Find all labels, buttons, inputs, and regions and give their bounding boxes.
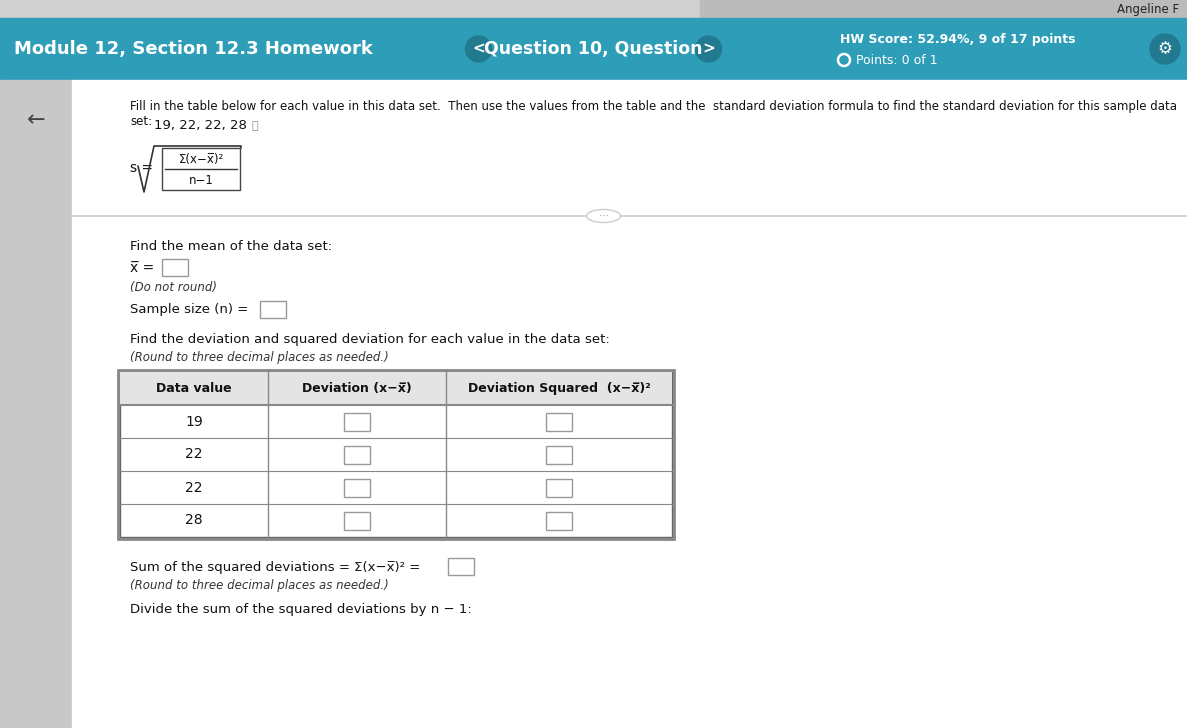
Text: s =: s =	[131, 161, 153, 175]
Bar	[546, 478, 572, 496]
Bar	[447, 558, 474, 575]
Text: 19: 19	[185, 414, 203, 429]
Text: Find the deviation and squared deviation for each value in the data set:: Find the deviation and squared deviation…	[131, 333, 610, 347]
Text: Σ(x−x̅)²: Σ(x−x̅)²	[178, 154, 223, 167]
Text: ←: ←	[26, 110, 45, 130]
Bar	[118, 370, 674, 539]
Text: (Round to three decimal places as needed.): (Round to three decimal places as needed…	[131, 579, 389, 591]
Bar	[546, 413, 572, 430]
Text: 22: 22	[185, 480, 203, 494]
Bar	[0, 18, 1187, 80]
Text: x̅ =: x̅ =	[131, 261, 154, 275]
Text: Divide the sum of the squared deviations by n − 1:: Divide the sum of the squared deviations…	[131, 603, 471, 615]
Text: Fill in the table below for each value in this data set.  Then use the values fr: Fill in the table below for each value i…	[131, 100, 1178, 128]
Text: Points: 0 of 1: Points: 0 of 1	[856, 53, 938, 66]
Text: Question 10, Question: Question 10, Question	[484, 40, 703, 58]
Text: 28: 28	[185, 513, 203, 528]
Text: ⧉: ⧉	[252, 121, 259, 131]
Ellipse shape	[586, 210, 621, 223]
Text: 22: 22	[185, 448, 203, 462]
Text: 19, 22, 22, 28: 19, 22, 22, 28	[154, 119, 247, 132]
Bar	[120, 372, 672, 405]
Text: Find the mean of the data set:: Find the mean of the data set:	[131, 240, 332, 253]
Text: Deviation Squared  (x−x̅)²: Deviation Squared (x−x̅)²	[468, 382, 650, 395]
Circle shape	[1150, 34, 1180, 64]
Text: n−1: n−1	[189, 173, 214, 186]
Bar	[344, 512, 370, 529]
Text: >: >	[703, 41, 715, 57]
Circle shape	[696, 36, 722, 62]
Bar	[344, 413, 370, 430]
Text: Module 12, Section 12.3 Homework: Module 12, Section 12.3 Homework	[14, 40, 373, 58]
Text: <: <	[472, 41, 484, 57]
Bar	[344, 446, 370, 464]
Bar	[161, 148, 240, 190]
Bar	[0, 0, 1187, 18]
Bar	[546, 512, 572, 529]
Bar	[161, 259, 188, 276]
Bar	[546, 446, 572, 464]
Bar	[260, 301, 286, 318]
Text: Data value: Data value	[157, 382, 231, 395]
Bar	[120, 372, 672, 537]
Bar	[0, 80, 72, 728]
Text: Sample size (n) =: Sample size (n) =	[131, 304, 248, 317]
Text: HW Score: 52.94%, 9 of 17 points: HW Score: 52.94%, 9 of 17 points	[840, 33, 1075, 47]
Text: (Round to three decimal places as needed.): (Round to three decimal places as needed…	[131, 352, 389, 365]
Bar	[72, 80, 1187, 728]
Text: ⋯: ⋯	[598, 211, 609, 221]
Text: (Do not round): (Do not round)	[131, 282, 217, 295]
Circle shape	[465, 36, 491, 62]
Text: Angeline F: Angeline F	[1117, 2, 1179, 15]
Text: Sum of the squared deviations = Σ(x−x̅)² =: Sum of the squared deviations = Σ(x−x̅)²…	[131, 561, 420, 574]
Bar	[344, 478, 370, 496]
Bar	[700, 0, 1187, 18]
Text: ⚙: ⚙	[1157, 40, 1173, 58]
Text: Deviation (x−x̅): Deviation (x−x̅)	[303, 382, 412, 395]
